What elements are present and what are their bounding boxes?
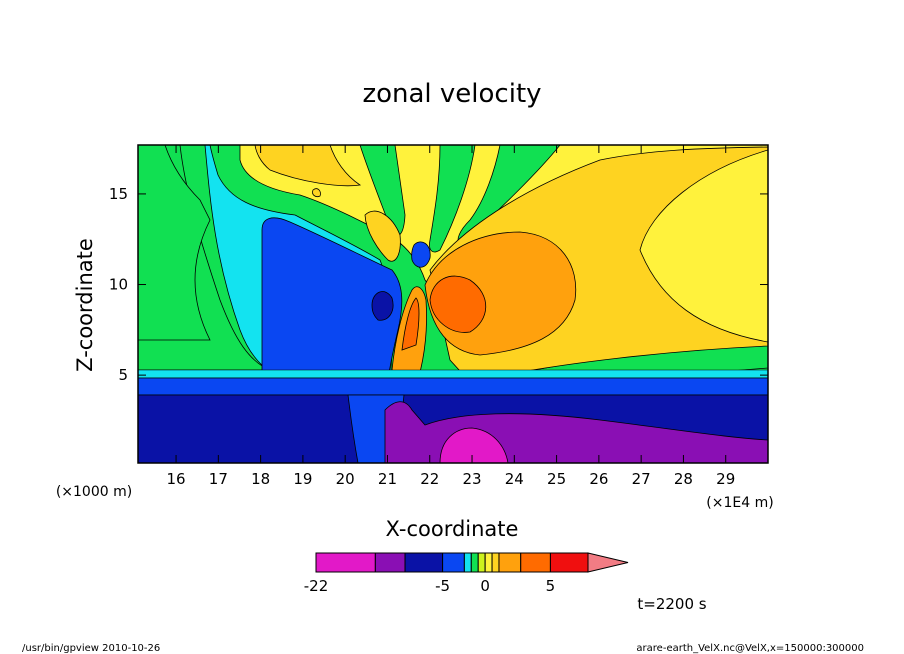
colorbar-label: 0 — [480, 577, 490, 595]
colorbar-label: -5 — [435, 577, 450, 595]
colorbar-label: -22 — [304, 577, 329, 595]
region-red-core — [429, 275, 487, 333]
time-label: t=2200 s — [637, 595, 706, 613]
colorbar-labels: -22 -5 0 5 — [304, 577, 555, 595]
colorbar-segment — [463, 552, 472, 573]
colorbar — [315, 552, 629, 573]
x-tick-label: 21 — [378, 470, 397, 488]
plot-frame — [137, 144, 769, 464]
y-tick-label: 5 — [118, 366, 128, 384]
x-tick-label: 17 — [209, 470, 228, 488]
footer-left: /usr/bin/gpview 2010-10-26 — [22, 643, 160, 654]
region-frontal-red — [401, 297, 420, 351]
y-axis-title: Z-coordinate — [73, 238, 97, 372]
y-axis-ticks: 5 10 15 — [109, 185, 768, 384]
colorbar-segment — [498, 552, 522, 573]
region-orange-dot — [312, 188, 321, 198]
region-blue-small-top — [411, 241, 431, 268]
colorbar-segment — [374, 552, 406, 573]
y-tick-label: 15 — [109, 185, 128, 203]
x-tick-label: 23 — [462, 470, 481, 488]
region-magenta-minimum — [439, 427, 509, 463]
region-blue-band — [138, 377, 768, 396]
y-unit-label: (×1000 m) — [56, 484, 132, 500]
colorbar-segment — [484, 552, 493, 573]
y-tick-label: 10 — [109, 276, 128, 294]
colorbar-label: 5 — [546, 577, 556, 595]
footer-right: arare-earth_VelX.nc@VelX,x=150000:300000 — [636, 643, 864, 654]
x-axis-title: X-coordinate — [386, 517, 519, 541]
x-tick-label: 29 — [716, 470, 735, 488]
colorbar-segment — [470, 552, 479, 573]
region-orange-small-1 — [364, 210, 401, 262]
x-tick-label: 25 — [547, 470, 566, 488]
colorbar-segment — [315, 552, 376, 573]
colorbar-segment — [404, 552, 444, 573]
colorbar-segment — [442, 552, 465, 573]
x-tick-label: 27 — [632, 470, 651, 488]
colorbar-segment — [477, 552, 486, 573]
colorbar-arrow — [587, 552, 629, 573]
x-tick-label: 24 — [505, 470, 524, 488]
x-unit-label: (×1E4 m) — [706, 495, 773, 511]
region-green-left-top — [138, 145, 211, 341]
colorbar-segment — [549, 552, 589, 573]
x-tick-label: 18 — [251, 470, 270, 488]
x-axis-ticks: 16 17 18 19 20 21 22 23 24 25 26 27 28 29 — [167, 145, 735, 488]
region-dark-blue-oval — [371, 291, 394, 321]
colorbar-segment — [491, 552, 500, 573]
contour-field — [138, 145, 768, 463]
region-green-streak-2 — [429, 145, 476, 253]
chart-title: zonal velocity — [362, 79, 541, 109]
region-orange-lobe-left — [254, 145, 362, 187]
region-blue-column — [261, 217, 403, 401]
x-tick-label: 22 — [420, 470, 439, 488]
region-cyan-band — [138, 369, 768, 379]
x-tick-label: 16 — [167, 470, 186, 488]
x-tick-label: 26 — [589, 470, 608, 488]
colorbar-segment — [520, 552, 551, 573]
x-tick-label: 28 — [674, 470, 693, 488]
x-tick-label: 20 — [336, 470, 355, 488]
x-tick-label: 19 — [293, 470, 312, 488]
